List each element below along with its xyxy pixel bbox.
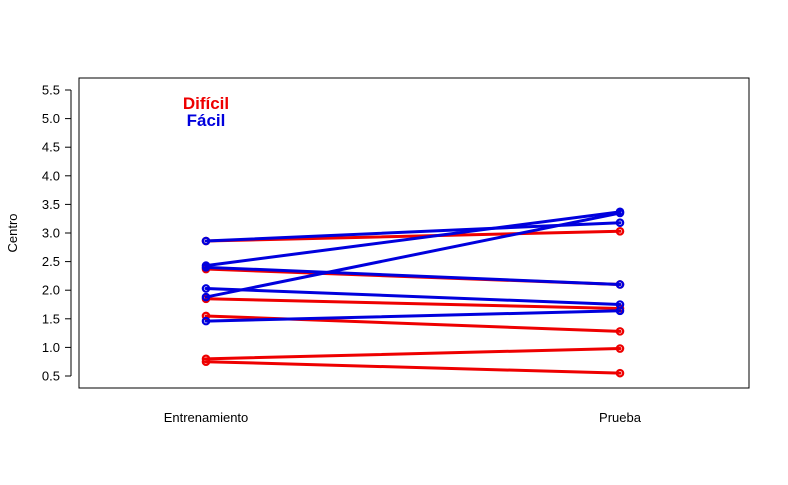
y-axis-title: Centro	[5, 213, 20, 252]
series-layer	[201, 207, 625, 378]
x-axis: Entrenamiento Prueba	[164, 410, 642, 425]
series-line-dificil	[204, 360, 622, 375]
legend-label-dificil: Difícil	[183, 94, 229, 113]
series-line-dificil	[204, 297, 622, 311]
data-point-dificil	[201, 311, 211, 321]
series-line-facil	[204, 286, 622, 306]
y-tick-label: 1.5	[42, 311, 60, 326]
y-tick-label: 4.0	[42, 168, 60, 183]
y-tick-label: 3.0	[42, 226, 60, 241]
data-point-dificil	[615, 368, 625, 378]
data-point-facil	[615, 218, 625, 228]
data-point-facil	[615, 208, 625, 218]
x-tick-label: Prueba	[599, 410, 642, 425]
x-tick-label: Entrenamiento	[164, 410, 249, 425]
plot-frame	[78, 77, 750, 389]
y-tick-label: 1.0	[42, 340, 60, 355]
data-point-dificil	[615, 344, 625, 353]
data-point-facil	[201, 263, 211, 272]
series-line-facil	[204, 211, 622, 299]
y-tick-label: 0.5	[42, 369, 60, 384]
y-axis: 0.5 1.0 1.5 2.0 2.5 3.0 3.5 4.0 4.5 5.0 5.5	[42, 83, 72, 384]
data-point-facil	[201, 292, 211, 302]
series-line-facil	[204, 210, 622, 268]
y-tick-label: 5.5	[42, 83, 60, 98]
data-point-facil	[201, 236, 211, 246]
series-line-dificil	[204, 347, 622, 361]
y-tick-label: 5.0	[42, 111, 60, 126]
data-point-dificil	[615, 226, 625, 236]
y-tick-label: 4.5	[42, 140, 60, 155]
series-line-facil	[204, 265, 622, 286]
data-point-facil	[201, 316, 211, 326]
data-point-facil	[615, 306, 625, 316]
data-point-dificil	[201, 357, 211, 367]
y-tick-label: 3.5	[42, 197, 60, 212]
data-point-facil	[615, 280, 625, 289]
y-tick-label: 2.0	[42, 283, 60, 298]
series-line-facil	[204, 309, 622, 323]
legend-label-facil: Fácil	[187, 111, 226, 130]
y-tick-label: 2.5	[42, 254, 60, 269]
data-point-facil	[201, 284, 211, 293]
data-point-dificil	[615, 327, 625, 336]
